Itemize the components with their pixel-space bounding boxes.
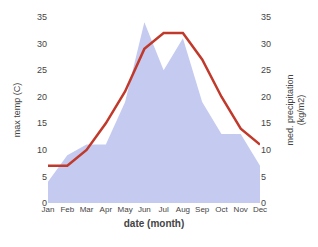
svg-text:date (month): date (month) [124, 218, 185, 229]
svg-text:Oct: Oct [215, 205, 228, 214]
svg-text:15: 15 [37, 118, 47, 128]
svg-text:10: 10 [37, 145, 47, 155]
svg-text:Jun: Jun [138, 205, 151, 214]
svg-text:15: 15 [261, 118, 271, 128]
svg-text:35: 35 [261, 12, 271, 22]
svg-text:Aug: Aug [176, 205, 190, 214]
svg-text:Dec: Dec [253, 205, 267, 214]
svg-text:5: 5 [42, 172, 47, 182]
svg-text:med. precipitation(kg/m2): med. precipitation(kg/m2) [285, 74, 307, 145]
svg-text:20: 20 [261, 92, 271, 102]
svg-text:Nov: Nov [234, 205, 248, 214]
svg-text:Apr: Apr [100, 205, 113, 214]
svg-text:25: 25 [37, 65, 47, 75]
svg-text:0: 0 [261, 198, 266, 208]
svg-text:Feb: Feb [60, 205, 74, 214]
svg-text:20: 20 [37, 92, 47, 102]
svg-text:25: 25 [261, 65, 271, 75]
svg-text:Jan: Jan [42, 205, 55, 214]
svg-text:35: 35 [37, 12, 47, 22]
svg-text:30: 30 [37, 39, 47, 49]
svg-text:max temp (C): max temp (C) [12, 83, 22, 138]
svg-text:Sep: Sep [195, 205, 210, 214]
svg-text:0: 0 [42, 198, 47, 208]
svg-text:30: 30 [261, 39, 271, 49]
svg-text:5: 5 [261, 172, 266, 182]
svg-text:Mar: Mar [80, 205, 94, 214]
svg-text:10: 10 [261, 145, 271, 155]
svg-text:May: May [118, 205, 133, 214]
svg-text:Jul: Jul [159, 205, 169, 214]
